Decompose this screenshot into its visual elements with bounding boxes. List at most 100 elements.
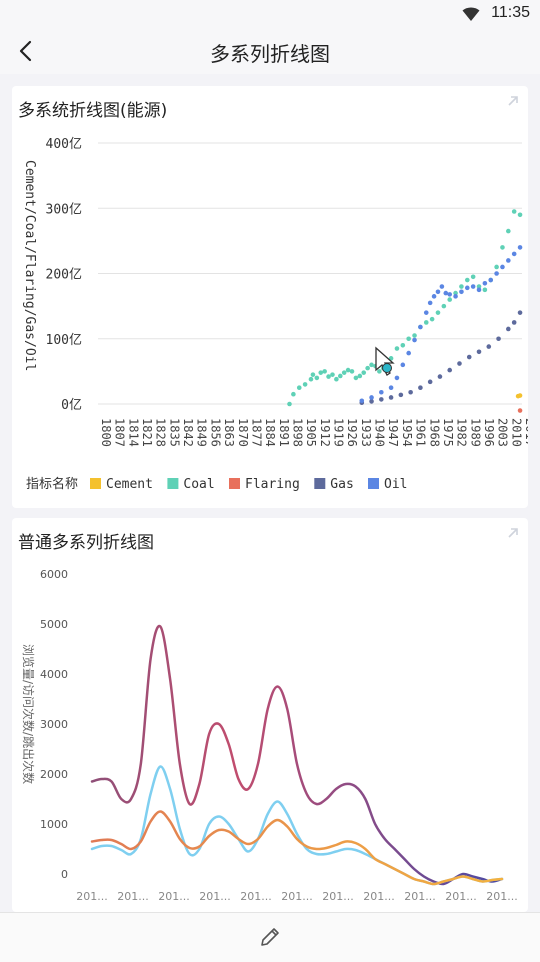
data-point-coal[interactable]	[310, 372, 316, 377]
data-point-coal[interactable]	[377, 369, 382, 374]
data-point-oil[interactable]	[443, 290, 449, 296]
data-point-gas[interactable]	[517, 310, 523, 315]
data-point-oil[interactable]	[464, 285, 470, 291]
data-point-gas[interactable]	[427, 379, 433, 385]
data-point-flaring[interactable]	[517, 408, 523, 413]
back-arrow-icon[interactable]	[14, 38, 40, 64]
visits-chart[interactable]: 0 1000 2000 3000 4000 5000 6000 201... 201... 20…	[12, 518, 528, 912]
data-point-cement[interactable]	[517, 393, 523, 398]
data-point-oil[interactable]	[359, 398, 365, 404]
data-point-oil[interactable]	[412, 337, 417, 343]
data-point-oil[interactable]	[435, 289, 441, 295]
data-point-coal[interactable]	[470, 274, 476, 280]
data-point-gas[interactable]	[496, 336, 501, 342]
data-point-coal[interactable]	[353, 375, 359, 381]
data-point-coal[interactable]	[412, 333, 417, 338]
data-point-coal[interactable]	[459, 284, 464, 289]
data-point-oil[interactable]	[447, 292, 453, 297]
data-point-coal[interactable]	[441, 303, 447, 309]
data-point-oil[interactable]	[439, 284, 445, 289]
data-point-oil[interactable]	[494, 271, 499, 276]
data-point-coal[interactable]	[314, 375, 320, 381]
data-point-oil[interactable]	[379, 389, 384, 395]
data-point-coal[interactable]	[369, 362, 374, 368]
legend-item-flaring[interactable]: Flaring	[229, 477, 300, 492]
data-point-coal[interactable]	[318, 370, 324, 375]
data-point-oil[interactable]	[470, 284, 476, 289]
data-point-coal[interactable]	[345, 367, 351, 373]
data-point-coal[interactable]	[330, 372, 335, 377]
data-point-gas[interactable]	[379, 397, 384, 402]
data-point-gas[interactable]	[369, 399, 374, 404]
data-point-coal[interactable]	[435, 310, 441, 315]
data-point-oil[interactable]	[406, 350, 411, 356]
data-point-oil[interactable]	[506, 258, 511, 263]
data-point-coal[interactable]	[326, 374, 331, 379]
data-point-oil[interactable]	[476, 287, 482, 293]
data-point-gas[interactable]	[447, 367, 453, 373]
data-point-gas[interactable]	[476, 349, 482, 355]
data-point-gas[interactable]	[388, 395, 394, 400]
data-point-coal[interactable]	[400, 342, 406, 348]
data-point-coal[interactable]	[429, 316, 435, 322]
data-point-coal[interactable]	[500, 245, 505, 250]
data-point-gas[interactable]	[506, 326, 511, 332]
edit-pencil-icon[interactable]	[258, 925, 282, 949]
legend-item-gas[interactable]: Gas	[314, 477, 354, 492]
data-point-coal[interactable]	[296, 385, 302, 390]
series-line-2[interactable]	[90, 810, 504, 886]
data-point-coal[interactable]	[334, 376, 339, 382]
data-point-oil[interactable]	[482, 280, 488, 286]
data-point-gas[interactable]	[466, 354, 472, 360]
data-point-coal[interactable]	[394, 346, 400, 351]
data-point-coal[interactable]	[308, 376, 314, 382]
data-point-oil[interactable]	[488, 277, 494, 283]
data-point-coal[interactable]	[337, 373, 343, 379]
data-point-oil[interactable]	[500, 264, 505, 270]
data-point-coal[interactable]	[453, 290, 458, 296]
data-point-oil[interactable]	[453, 294, 458, 299]
data-point-coal[interactable]	[302, 382, 308, 387]
data-point-coal[interactable]	[517, 212, 523, 218]
data-point-coal[interactable]	[287, 401, 292, 407]
data-point-gas[interactable]	[408, 389, 413, 395]
data-point-coal[interactable]	[361, 370, 367, 375]
data-point-gas[interactable]	[486, 344, 492, 349]
data-point-coal[interactable]	[357, 373, 363, 379]
expand-icon[interactable]	[506, 526, 520, 540]
data-point-coal[interactable]	[291, 391, 296, 397]
data-point-coal[interactable]	[365, 365, 370, 371]
data-point-gas[interactable]	[398, 392, 404, 398]
series-line-1[interactable]	[90, 765, 504, 886]
data-point-gas[interactable]	[437, 374, 443, 379]
data-point-gas[interactable]	[457, 361, 462, 366]
data-point-coal[interactable]	[341, 370, 347, 375]
data-point-oil[interactable]	[423, 310, 429, 315]
data-point-coal[interactable]	[349, 369, 355, 374]
legend-item-oil[interactable]: Oil	[368, 477, 407, 492]
data-point-oil[interactable]	[369, 395, 374, 400]
data-point-oil[interactable]	[517, 245, 523, 250]
series-line-0[interactable]	[90, 624, 504, 886]
data-point-coal[interactable]	[464, 277, 470, 283]
data-point-coal[interactable]	[494, 264, 499, 270]
data-point-oil[interactable]	[418, 324, 423, 330]
data-point-coal[interactable]	[406, 336, 411, 342]
data-point-coal[interactable]	[476, 284, 482, 289]
data-point-oil[interactable]	[459, 289, 464, 295]
data-point-coal[interactable]	[511, 209, 517, 214]
expand-icon[interactable]	[506, 94, 520, 108]
legend-item-coal[interactable]: Coal	[167, 477, 215, 492]
data-point-coal[interactable]	[423, 320, 429, 325]
data-point-coal[interactable]	[506, 228, 511, 234]
data-point-oil[interactable]	[427, 300, 433, 306]
data-point-gas[interactable]	[511, 320, 517, 325]
data-point-coal[interactable]	[482, 287, 488, 293]
data-point-coal[interactable]	[322, 369, 327, 374]
data-point-coal[interactable]	[447, 297, 453, 302]
legend-item-cement[interactable]: Cement	[90, 477, 153, 492]
data-point-gas[interactable]	[418, 385, 423, 390]
data-point-oil[interactable]	[388, 385, 394, 390]
data-point-oil[interactable]	[431, 294, 437, 299]
